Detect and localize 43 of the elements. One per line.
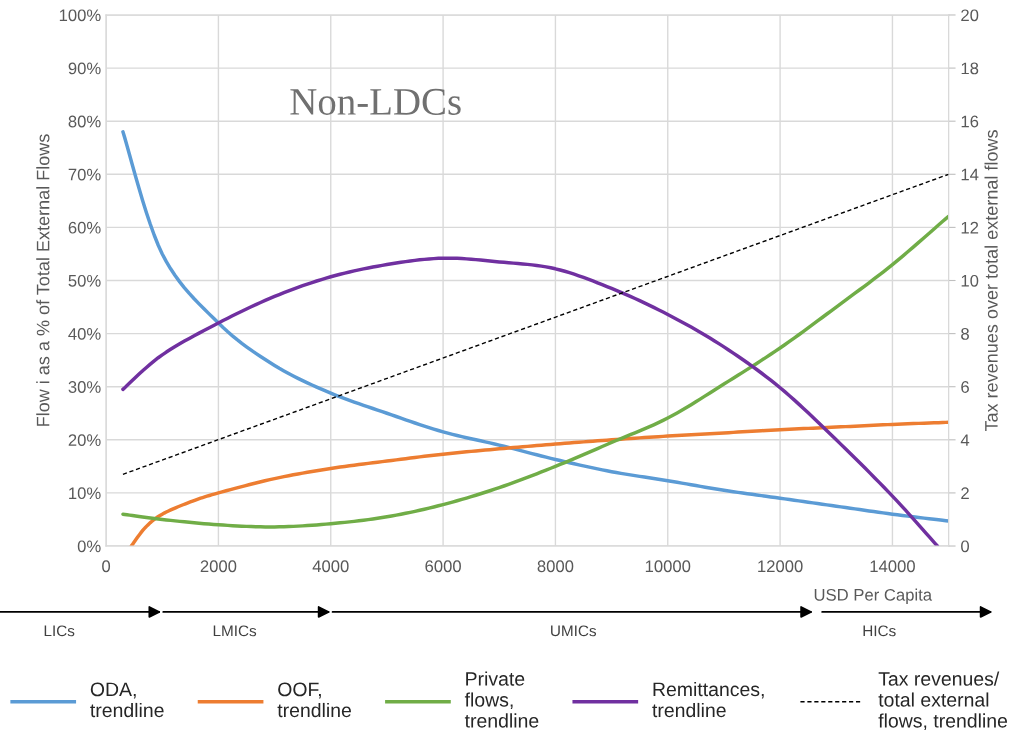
y2-tick-label: 16 xyxy=(961,115,979,128)
x-tick-label: 0 xyxy=(102,560,111,573)
y-tick-label: 20% xyxy=(68,434,101,447)
y-tick-label: 90% xyxy=(68,62,101,75)
y2-tick-label: 18 xyxy=(961,62,979,75)
y-tick-label: 30% xyxy=(68,381,101,393)
x-tick-label: 12000 xyxy=(758,560,803,573)
x-tick-label: 6000 xyxy=(425,560,461,573)
x-tick-label: 14000 xyxy=(870,560,915,573)
legend-label: Tax revenues/ total external flows, trendline xyxy=(878,671,1008,730)
y-tick-label: 40% xyxy=(68,328,101,340)
y-tick-label: 10% xyxy=(69,487,101,500)
x-tick-label: 2000 xyxy=(200,560,237,573)
legend-label: Remittances, trendline xyxy=(652,681,764,718)
x-tick-label: 4000 xyxy=(312,560,349,573)
text: HICs xyxy=(863,625,896,637)
text: Non-LDCs xyxy=(290,88,461,115)
y-tick-label: 50% xyxy=(68,274,101,287)
y2-tick-label: 2 xyxy=(961,487,969,499)
legend-label: Private flows, trendline xyxy=(464,671,539,728)
y2-axis-title: Tax revenues over total external flows xyxy=(984,130,998,432)
y2-tick-label: 8 xyxy=(961,328,969,340)
text: UMICs xyxy=(551,625,597,637)
y-axis-title: Flow i as a % of Total External Flows xyxy=(36,134,50,426)
text: LICs xyxy=(44,625,75,637)
x-axis-title: USD Per Capita xyxy=(814,588,933,605)
y2-tick-label: 0 xyxy=(961,540,970,553)
y2-tick-label: 20 xyxy=(961,9,979,22)
y2-tick-label: 4 xyxy=(960,434,970,446)
legend-label: ODA, trendline xyxy=(90,682,164,718)
y-tick-label: 70% xyxy=(68,168,101,181)
y2-tick-label: 12 xyxy=(961,221,979,234)
y-tick-label: 0% xyxy=(77,540,101,553)
y2-tick-label: 6 xyxy=(961,381,969,393)
x-tick-label: 10000 xyxy=(645,560,691,573)
legend-label: OOF, trendline xyxy=(277,682,351,718)
y2-tick-label: 14 xyxy=(961,168,979,181)
x-tick-label: 8000 xyxy=(537,560,574,573)
text: LMICs xyxy=(213,625,257,637)
y-tick-label: 100% xyxy=(59,9,101,22)
y-tick-label: 80% xyxy=(68,115,101,128)
y2-tick-label: 10 xyxy=(961,274,979,287)
y-tick-label: 60% xyxy=(68,221,101,234)
